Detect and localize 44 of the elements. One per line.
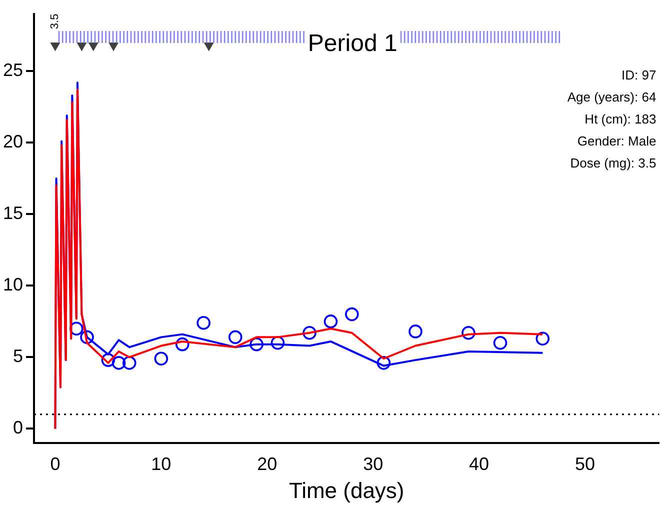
- annotation: 3.5: [49, 14, 62, 30]
- x-tick-label: 0: [50, 454, 60, 474]
- point: [493, 336, 508, 350]
- x-tick-label: 50: [575, 454, 596, 474]
- y-tick-label: 0: [13, 418, 24, 438]
- point: [250, 337, 264, 352]
- point: [77, 42, 86, 50]
- point: [345, 307, 359, 322]
- point: [462, 326, 476, 340]
- point: [270, 336, 285, 350]
- y-tick-label: 25: [2, 60, 24, 80]
- x-axis-title: Time (days): [288, 478, 404, 503]
- point: [408, 324, 422, 338]
- point: [536, 332, 550, 346]
- annotation: ID: 97: [622, 68, 656, 83]
- point: [122, 356, 136, 370]
- point: [302, 326, 316, 340]
- point: [109, 42, 118, 50]
- point: [376, 356, 391, 370]
- point: [70, 322, 84, 336]
- x-tick-label: 10: [151, 454, 172, 474]
- point: [175, 337, 190, 352]
- point: [101, 353, 116, 367]
- y-tick-label: 20: [2, 132, 24, 152]
- annotation: Ht (cm): 183: [584, 112, 656, 127]
- point: [196, 316, 210, 330]
- annotation: Dose (mg): 3.5: [570, 156, 656, 171]
- annotation: Age (years): 64: [567, 90, 656, 105]
- x-tick-label: 30: [363, 454, 384, 474]
- point: [204, 42, 214, 50]
- point: [112, 356, 126, 370]
- point: [80, 330, 94, 344]
- y-tick-label: 10: [2, 274, 24, 295]
- annotation: Gender: Male: [577, 134, 656, 149]
- x-tick-label: 20: [257, 454, 278, 474]
- y-tick-label: 15: [2, 203, 24, 224]
- point: [228, 330, 242, 344]
- point: [324, 314, 338, 328]
- point: [88, 42, 98, 50]
- point: [154, 352, 168, 366]
- x-tick-label: 40: [469, 454, 490, 474]
- text: Period 1: [304, 30, 400, 57]
- y-tick-label: 5: [13, 346, 24, 366]
- point: [50, 42, 60, 50]
